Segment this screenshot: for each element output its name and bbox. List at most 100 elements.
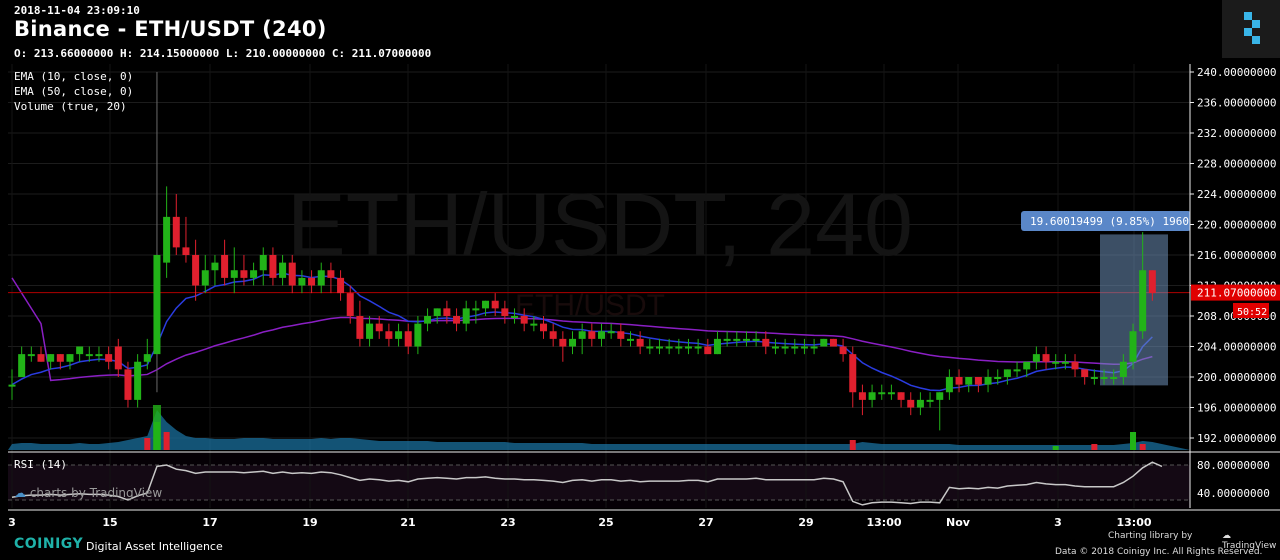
price-tick-label: 204.00000000	[1197, 341, 1276, 354]
candle-body	[153, 255, 161, 355]
copyright-text: Data © 2018 Coinigy Inc. All Rights Rese…	[1055, 547, 1263, 557]
indicator-ema10[interactable]: EMA (10, close, 0)	[14, 70, 134, 83]
candle-body	[1148, 270, 1156, 294]
coinigy-logo[interactable]: COINIGY	[14, 536, 84, 552]
footer	[0, 528, 1280, 560]
charting-library-text: Charting library by	[1108, 531, 1193, 541]
candle-body	[762, 338, 770, 347]
time-tick-label: 3	[1054, 516, 1062, 528]
candle-body	[1042, 354, 1050, 362]
candle-body	[1100, 377, 1108, 379]
tradingview-watermark: ☁ charts by TradingView	[14, 486, 162, 500]
countdown-badge	[1233, 303, 1269, 318]
candle-body	[433, 308, 441, 316]
candle-body	[56, 354, 64, 362]
candle-body	[327, 270, 335, 278]
candle-body	[607, 331, 615, 334]
volume-bar	[152, 405, 161, 450]
time-tick-label: 13:00	[866, 516, 901, 528]
candle-body	[791, 346, 799, 349]
tradingview-footer-link[interactable]: ☁ TradingView	[1222, 531, 1280, 551]
candle-body	[1052, 361, 1060, 364]
time-tick-label: 21	[400, 516, 415, 528]
rsi-tick-label: 40.00000000	[1197, 487, 1270, 500]
price-tick-label: 200.00000000	[1197, 371, 1276, 384]
candle-body	[694, 346, 702, 349]
candle-body	[404, 331, 412, 347]
candle-body	[936, 392, 944, 400]
tradingview-cloud-icon: ☁	[1222, 531, 1231, 541]
candle-body	[655, 346, 663, 349]
candle-body	[259, 255, 267, 271]
candle-body	[916, 399, 924, 408]
price-tick-label: 192.00000000	[1197, 432, 1276, 445]
time-tick-label: 23	[500, 516, 515, 528]
chart-header: 2018-11-04 23:09:10 Binance - ETH/USDT (…	[0, 0, 1280, 66]
price-tick-label: 236.00000000	[1197, 97, 1276, 110]
candle-body	[684, 346, 692, 349]
candle-body	[1003, 369, 1011, 377]
last-price-label: 211.07000000	[1197, 287, 1276, 300]
price-tick-label: 240.00000000	[1197, 66, 1276, 79]
candle-body	[27, 354, 35, 357]
chart-title: Binance - ETH/USDT (240)	[14, 17, 327, 41]
candle-body	[1081, 369, 1089, 377]
time-tick-label: 19	[302, 516, 317, 528]
candle-body	[868, 392, 876, 400]
candle-body	[723, 338, 731, 341]
measure-box	[1100, 234, 1168, 386]
tradingview-cloud-icon: ☁	[14, 486, 26, 500]
candle-body	[337, 277, 345, 294]
time-tick-label: 27	[698, 516, 713, 528]
rsi-band	[8, 465, 1190, 500]
price-tick-label: 220.00000000	[1197, 219, 1276, 232]
time-tick-label: 29	[798, 516, 813, 528]
price-tick-label: 196.00000000	[1197, 402, 1276, 415]
candle-body	[163, 216, 171, 263]
candle-body	[1013, 369, 1021, 372]
candle-body	[182, 247, 190, 255]
candle-body	[385, 331, 393, 339]
candle-body	[211, 262, 219, 271]
candle-body	[810, 346, 818, 349]
candle-body	[984, 377, 992, 385]
candle-body	[8, 384, 16, 387]
candle-body	[1061, 361, 1069, 364]
candle-body	[887, 392, 895, 395]
indicator-ema50[interactable]: EMA (50, close, 0)	[14, 85, 134, 98]
watermark-sub: ETH/USDT	[515, 289, 665, 322]
candle-body	[926, 399, 934, 402]
candle-body	[781, 346, 789, 349]
candle-body	[752, 338, 760, 341]
coinigy-corner-logo	[1222, 0, 1280, 58]
candle-body	[221, 255, 229, 278]
volume-bar	[1052, 446, 1059, 450]
time-tick-label: 15	[102, 516, 117, 528]
volume-bar	[1091, 444, 1098, 450]
price-chart[interactable]: ETH/USDT, 240 ETH/USDT 19.60019499 (9.85%)…	[0, 0, 1280, 528]
candle-body	[201, 270, 209, 286]
candle-body	[839, 346, 847, 355]
candle-body	[1139, 270, 1147, 332]
candle-body	[105, 354, 113, 362]
volume-bar	[163, 432, 170, 450]
candle-body	[172, 216, 180, 248]
candle-body	[530, 323, 538, 326]
countdown-label: 50:52	[1237, 307, 1267, 318]
rsi-label[interactable]: RSI (14)	[14, 458, 67, 471]
indicator-volume[interactable]: Volume (true, 20)	[14, 100, 127, 113]
tradingview-watermark-text: charts by TradingView	[29, 486, 163, 500]
candle-body	[375, 323, 383, 332]
candle-body	[66, 354, 74, 362]
volume-bar	[849, 440, 856, 450]
candle-body	[588, 331, 596, 339]
price-tick-label: 216.00000000	[1197, 249, 1276, 262]
indicator-list: EMA (10, close, 0) EMA (50, close, 0) Vo…	[14, 69, 133, 114]
candle-body	[858, 392, 866, 400]
candle-body	[37, 354, 45, 362]
rsi-tick-label: 80.00000000	[1197, 459, 1270, 472]
candle-body	[356, 316, 364, 339]
time-tick-label: 17	[202, 516, 217, 528]
price-tick-label: 224.00000000	[1197, 188, 1276, 201]
ohlc-readout: O: 213.66000000 H: 214.15000000 L: 210.0…	[14, 47, 432, 60]
